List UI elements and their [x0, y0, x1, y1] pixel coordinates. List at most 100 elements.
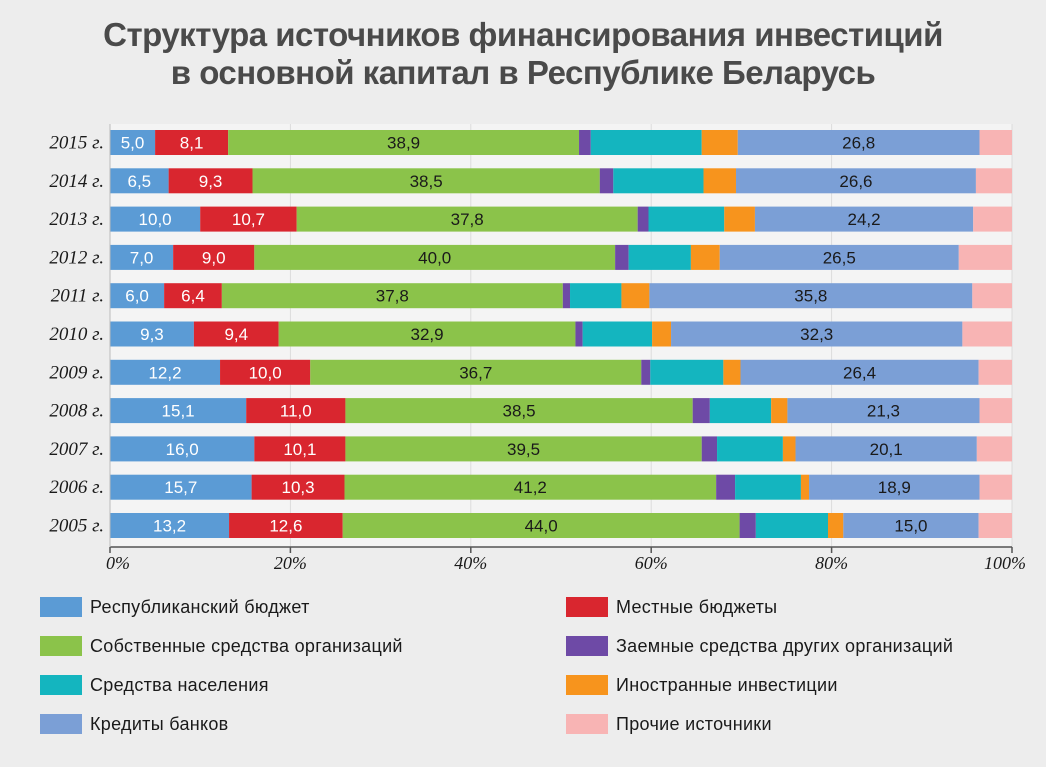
bar-segment: [723, 359, 741, 385]
bar-segment: [110, 321, 194, 347]
legend-item: Республиканский бюджет: [40, 597, 309, 617]
bar-segment: [220, 359, 311, 385]
bar-segment: [613, 168, 704, 194]
bar-row-2011г: 2011 г. 6,0 6,4 37,8 35,8: [51, 283, 1012, 309]
bar-segment: [717, 436, 783, 462]
bar-segment: [590, 130, 702, 155]
legend-label: Иностранные инвестиции: [616, 675, 838, 695]
legend-swatch: [40, 636, 82, 656]
bar-segment: [110, 474, 252, 500]
bar-segment: [787, 398, 980, 424]
bar-segment: [345, 398, 693, 424]
bar-segment: [599, 168, 614, 194]
bar-segment: [579, 130, 591, 155]
year-label: 2005 г.: [49, 516, 104, 537]
bar-segment: [164, 283, 222, 309]
bar-segment: [173, 244, 255, 270]
legend-item: Местные бюджеты: [566, 597, 777, 617]
bar-segment: [975, 168, 1012, 194]
data-label: 21,3: [867, 402, 900, 421]
bar-row-2007г: 2007 г. 16,0 10,1 39,5 20,1: [49, 436, 1012, 462]
bar-segment: [110, 206, 201, 232]
legend-swatch: [40, 597, 82, 617]
bar-segment: [652, 321, 672, 347]
bar-segment: [200, 206, 297, 232]
data-label: 37,8: [376, 287, 409, 306]
bar-segment: [110, 283, 165, 309]
bar-row-2009г: 2009 г. 12,2 10,0 36,7 26,4: [49, 359, 1012, 385]
bar-segment: [701, 130, 738, 155]
bar-segment: [973, 206, 1012, 232]
bar-segment: [246, 398, 346, 424]
bar-segment: [690, 244, 720, 270]
bar-row-2012г: 2012 г. 7,0 9,0 40,0 26,5: [49, 244, 1012, 270]
data-label: 16,0: [166, 440, 199, 459]
bar-segment: [615, 244, 629, 270]
bar-segment: [254, 436, 346, 462]
legend-swatch: [40, 714, 82, 734]
bar-segment: [252, 168, 600, 194]
bar-segment: [193, 321, 279, 347]
data-label: 44,0: [525, 517, 558, 536]
year-label: 2009 г.: [49, 362, 104, 383]
bar-segment: [155, 130, 229, 155]
bar-segment: [278, 321, 576, 347]
bar-segment: [228, 130, 580, 155]
data-label: 8,1: [180, 134, 204, 153]
data-label: 10,0: [139, 210, 172, 229]
bar-row-2005г: 2005 г. 13,2 12,6 44,0 15,0: [49, 513, 1012, 538]
bar-segment: [755, 513, 828, 538]
bar-segment: [716, 474, 736, 500]
data-label: 10,0: [249, 363, 282, 382]
bar-segment: [958, 244, 1012, 270]
data-label: 18,9: [878, 478, 911, 497]
data-label: 5,0: [121, 134, 145, 153]
bar-segment: [703, 168, 736, 194]
x-tick-label: 100%: [984, 553, 1026, 573]
data-label: 35,8: [794, 287, 827, 306]
bar-segment: [110, 244, 174, 270]
x-tick-label: 60%: [635, 553, 668, 573]
year-label: 2011 г.: [51, 286, 104, 307]
bar-segment: [809, 474, 980, 500]
legend-label: Заемные средства других организаций: [616, 636, 953, 656]
bar-segment: [671, 321, 963, 347]
data-label: 26,4: [843, 363, 876, 382]
data-label: 10,1: [283, 440, 316, 459]
bar-segment: [168, 168, 253, 194]
bar-segment: [800, 474, 810, 500]
bar-segment: [582, 321, 653, 347]
data-label: 20,1: [870, 440, 903, 459]
legend-label: Кредиты банков: [90, 714, 229, 734]
bar-segment: [310, 359, 642, 385]
bar-segment: [979, 398, 1012, 424]
data-label: 24,2: [848, 210, 881, 229]
data-label: 12,2: [148, 363, 181, 382]
x-tick-label: 40%: [454, 553, 487, 573]
data-label: 9,0: [202, 248, 226, 267]
legend-label: Местные бюджеты: [616, 597, 777, 617]
data-label: 10,7: [232, 210, 265, 229]
bar-segment: [724, 206, 755, 232]
data-label: 26,6: [839, 172, 872, 191]
year-label: 2007 г.: [49, 439, 104, 460]
data-label: 9,3: [199, 172, 223, 191]
bar-segment: [976, 436, 1012, 462]
legend-swatch: [566, 675, 608, 695]
x-tick-label: 80%: [815, 553, 848, 573]
legend-label: Средства населения: [90, 675, 269, 695]
data-label: 37,8: [451, 210, 484, 229]
bar-segment: [782, 436, 796, 462]
bar-segment: [962, 321, 1012, 347]
bar-segment: [628, 244, 691, 270]
bar-segment: [562, 283, 571, 309]
data-label: 15,0: [894, 517, 927, 536]
bar-segment: [110, 436, 255, 462]
data-label: 41,2: [514, 478, 547, 497]
legend-item: Иностранные инвестиции: [566, 675, 838, 695]
data-label: 36,7: [459, 363, 492, 382]
bar-segment: [701, 436, 718, 462]
x-tick-label: 0%: [106, 553, 130, 573]
